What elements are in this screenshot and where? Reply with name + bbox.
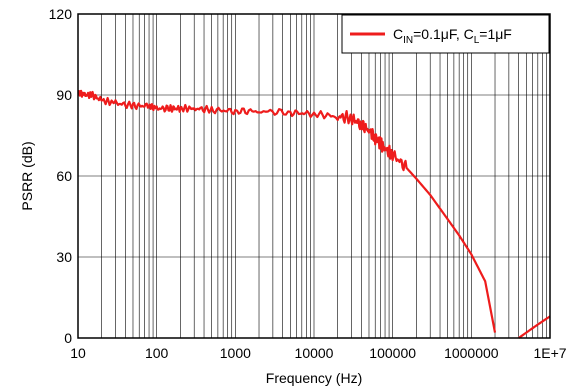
plot-frame [77, 13, 551, 339]
x-tick-label: 1E+7 [533, 345, 566, 361]
series-line [77, 89, 497, 333]
y-tick-label: 30 [56, 249, 72, 265]
y-tick-label: 0 [64, 330, 72, 346]
x-axis-title: Frequency (Hz) [266, 370, 362, 386]
legend: CIN=0.1μF, CL=1μF [341, 14, 550, 54]
x-tick-label: 10 [70, 345, 86, 361]
legend-label: CIN=0.1μF, CL=1μF [393, 26, 512, 46]
y-tick-label: 120 [49, 6, 73, 22]
x-tick-label: 10000 [295, 345, 334, 361]
x-tick-label: 100 [145, 345, 169, 361]
x-tick-label: 1000000 [444, 345, 499, 361]
y-tick-label: 60 [56, 168, 72, 184]
grid [78, 14, 550, 338]
x-tick-label: 100000 [369, 345, 416, 361]
y-tick-label: 90 [56, 87, 72, 103]
series-line [518, 315, 551, 339]
series-layer [77, 89, 551, 339]
legend-box [341, 14, 550, 54]
tick-labels: 10 100 1000 10000 100000 1000000 1E+7 0 30 60 90 12… [49, 6, 567, 361]
y-axis-title: PSRR (dB) [19, 141, 35, 210]
x-tick-label: 1000 [220, 345, 251, 361]
